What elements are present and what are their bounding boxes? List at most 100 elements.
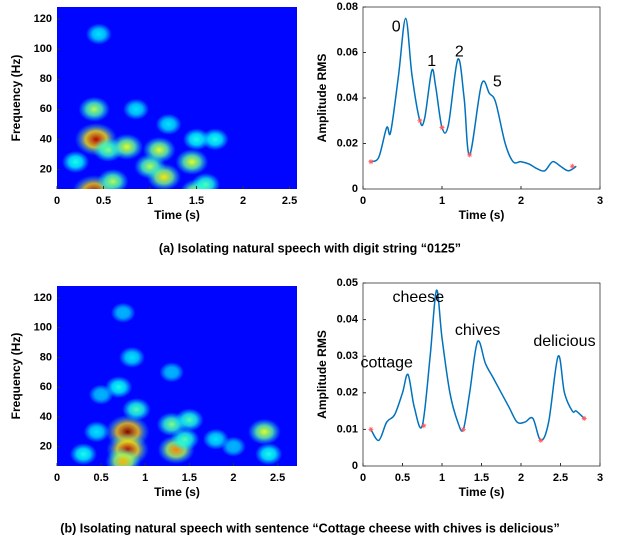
- x-tick-label: 0: [360, 472, 366, 484]
- y-tick-label: 0.02: [337, 137, 358, 149]
- line: [370, 17, 577, 172]
- x-tick-label: 1.5: [474, 472, 489, 484]
- minimum-marker: [417, 118, 423, 124]
- minimum-marker: [581, 415, 587, 421]
- y-tick-label: 40: [40, 133, 52, 145]
- x-tick-label: 0: [54, 472, 60, 484]
- spot: [182, 128, 211, 151]
- annotation: 5: [493, 73, 502, 90]
- plot-frame: [362, 282, 601, 467]
- y-tick-label: 0.04: [337, 92, 359, 104]
- y-axis-label: Frequency (Hz): [9, 55, 23, 142]
- heatmap: [62, 23, 229, 189]
- line: [370, 289, 585, 442]
- spot: [88, 384, 114, 405]
- y-tick-label: 0.03: [337, 350, 358, 362]
- spot: [105, 447, 141, 466]
- spot: [123, 98, 149, 120]
- spot: [97, 168, 129, 189]
- y-tick-label: 100: [34, 43, 52, 55]
- x-tick-label: 0.5: [93, 472, 108, 484]
- spot: [191, 172, 221, 189]
- spot: [175, 148, 209, 175]
- x-tick-label: 3: [597, 195, 603, 207]
- x-tick-label: 2: [240, 195, 246, 207]
- y-tick-label: 0: [352, 183, 358, 195]
- x-tick-label: 1: [142, 472, 148, 484]
- x-tick-label: 2.5: [553, 472, 568, 484]
- spot: [85, 23, 112, 45]
- spot: [155, 113, 182, 135]
- y-tick-label: 20: [40, 163, 52, 175]
- spot: [146, 163, 182, 189]
- annotation: cottage: [360, 355, 413, 372]
- y-tick-label: 0.08: [337, 1, 358, 13]
- y-tick-label: 120: [34, 13, 52, 25]
- y-tick-label: 20: [40, 441, 52, 453]
- y-tick-label: 120: [34, 292, 52, 304]
- annotation: chives: [455, 322, 500, 339]
- minimum-marker: [538, 437, 544, 443]
- x-tick-label: 2: [518, 472, 524, 484]
- y-axis-label: Frequency (Hz): [9, 333, 23, 420]
- x-tick-label: 0.5: [395, 472, 410, 484]
- y-tick-label: 0: [352, 460, 358, 472]
- y-tick-label: 80: [40, 73, 52, 85]
- spot: [110, 302, 136, 323]
- spot: [119, 346, 145, 368]
- x-tick-label: 1: [439, 195, 445, 207]
- spot: [159, 362, 184, 383]
- y-tick-label: 0.01: [337, 423, 358, 435]
- x-tick-label: 2.5: [270, 472, 285, 484]
- x-tick-label: 0: [360, 195, 366, 207]
- spot: [247, 418, 281, 445]
- y-tick-label: 100: [34, 322, 52, 334]
- caption: (b) Isolating natural speech with senten…: [60, 521, 559, 535]
- minimum-marker: [569, 163, 575, 169]
- x-tick-label: 3: [597, 472, 603, 484]
- spot: [110, 133, 144, 160]
- minimum-marker: [439, 125, 445, 131]
- spot: [170, 427, 200, 451]
- x-axis-label: Time (s): [459, 485, 505, 499]
- x-tick-label: 1.5: [189, 195, 204, 207]
- spot: [83, 421, 110, 443]
- minimum-marker: [368, 426, 374, 432]
- x-tick-label: 1: [439, 472, 445, 484]
- annotation: 0: [392, 19, 401, 36]
- annotation: 1: [427, 53, 436, 70]
- annotation: 2: [455, 44, 464, 61]
- y-axis-label: Amplitude RMS: [315, 54, 329, 143]
- x-tick-label: 0: [54, 195, 60, 207]
- x-tick-label: 2: [230, 472, 236, 484]
- spot: [201, 128, 229, 151]
- annotation: delicious: [533, 333, 595, 350]
- x-axis-label: Time (s): [154, 208, 200, 222]
- y-tick-label: 60: [40, 103, 52, 115]
- spot: [78, 96, 110, 122]
- annotation: cheese: [393, 289, 445, 306]
- x-tick-label: 1.5: [182, 472, 197, 484]
- spot: [62, 150, 90, 173]
- minimum-marker: [421, 423, 427, 429]
- y-tick-label: 0.06: [337, 46, 358, 58]
- caption: (a) Isolating natural speech with digit …: [159, 241, 461, 255]
- spot: [255, 443, 283, 466]
- y-axis-label: Amplitude RMS: [315, 330, 329, 419]
- spot: [69, 443, 98, 466]
- x-tick-label: 1: [147, 195, 153, 207]
- minimum-marker: [460, 426, 466, 432]
- x-tick-label: 2.5: [282, 195, 297, 207]
- heatmap: [69, 302, 283, 466]
- y-tick-label: 0.04: [337, 314, 359, 326]
- x-axis-label: Time (s): [154, 485, 200, 499]
- x-axis-label: Time (s): [459, 208, 505, 222]
- y-tick-label: 80: [40, 351, 52, 363]
- minimum-marker: [368, 159, 374, 165]
- minimum-marker: [467, 152, 473, 158]
- spot: [122, 397, 151, 421]
- spot: [221, 436, 246, 457]
- spot: [142, 136, 176, 163]
